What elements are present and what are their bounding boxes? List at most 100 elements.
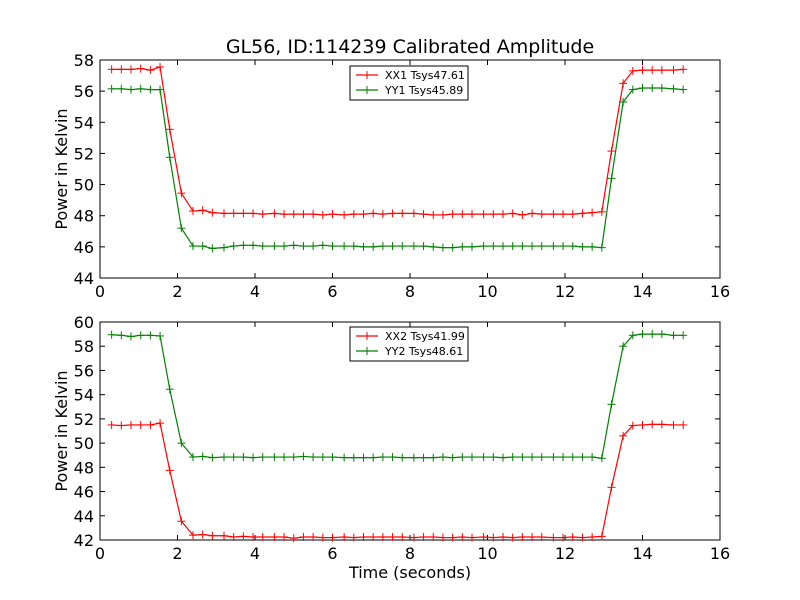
y-tick-label: 50 — [74, 434, 94, 453]
data-point — [198, 452, 207, 461]
data-point — [289, 453, 298, 462]
data-point — [429, 242, 438, 251]
data-point — [578, 453, 587, 462]
data-point — [419, 242, 428, 251]
series-2 — [107, 84, 688, 253]
y-tick-label: 44 — [74, 507, 94, 526]
data-point — [448, 453, 457, 462]
data-point — [146, 85, 155, 94]
data-point — [398, 453, 407, 462]
data-point — [340, 453, 349, 462]
data-point — [299, 242, 308, 251]
data-point — [479, 242, 488, 251]
data-point — [518, 242, 527, 251]
data-point — [289, 241, 298, 250]
data-point — [458, 532, 467, 541]
data-point — [349, 242, 358, 251]
data-point — [349, 533, 358, 542]
data-point — [127, 85, 135, 94]
y-tick-label: 48 — [74, 458, 94, 477]
legend-box — [349, 326, 469, 362]
data-point — [549, 242, 558, 251]
data-point — [528, 242, 537, 251]
y-tick-label: 54 — [74, 113, 94, 132]
data-point — [369, 242, 378, 251]
data-point — [669, 84, 678, 93]
data-point — [537, 210, 546, 219]
x-axis-label: Time (seconds) — [348, 563, 471, 582]
data-point — [419, 453, 428, 462]
data-point — [429, 210, 438, 219]
data-point — [146, 420, 155, 429]
data-point — [489, 453, 498, 462]
data-point — [156, 85, 165, 94]
data-point — [359, 242, 368, 251]
y-tick-label: 56 — [74, 361, 94, 380]
data-point — [479, 453, 488, 462]
x-tick-label: 10 — [477, 282, 497, 301]
data-point — [588, 532, 597, 541]
data-point — [177, 517, 186, 526]
data-point — [249, 241, 258, 250]
data-point — [508, 242, 517, 251]
data-point — [438, 533, 447, 542]
data-point — [249, 532, 258, 541]
data-point — [669, 420, 678, 429]
data-point — [340, 210, 349, 219]
data-point — [189, 531, 197, 540]
data-point — [679, 331, 688, 340]
data-point — [508, 533, 517, 542]
data-point — [578, 209, 587, 218]
data-point — [438, 243, 447, 252]
data-point — [528, 532, 537, 541]
data-point — [648, 84, 657, 93]
data-point — [597, 207, 606, 216]
data-point — [220, 453, 228, 462]
data-point — [657, 330, 666, 339]
data-point — [549, 533, 558, 542]
data-point — [369, 209, 378, 218]
series-2 — [107, 330, 688, 463]
data-point — [156, 419, 165, 428]
series-line — [111, 87, 684, 250]
data-point — [156, 331, 165, 340]
data-point — [249, 209, 258, 218]
series-line — [111, 333, 684, 459]
data-point — [448, 210, 457, 219]
data-point — [270, 453, 279, 462]
data-point — [619, 342, 628, 351]
data-point — [679, 85, 688, 94]
data-point — [537, 242, 546, 251]
data-point — [679, 420, 688, 429]
data-point — [258, 242, 267, 251]
data-point — [208, 531, 217, 540]
data-point — [198, 530, 207, 539]
x-tick-label: 0 — [95, 544, 105, 563]
data-point — [619, 431, 628, 440]
data-point — [249, 453, 258, 462]
y-tick-label: 44 — [74, 269, 94, 288]
data-point — [499, 242, 507, 251]
x-tick-label: 2 — [172, 544, 182, 563]
data-point — [328, 453, 337, 462]
data-point — [458, 453, 467, 462]
data-point — [127, 420, 135, 429]
y-tick-label: 58 — [74, 337, 94, 356]
y-tick-label: 60 — [74, 313, 94, 332]
data-point — [409, 242, 418, 251]
data-point — [280, 210, 289, 219]
data-point — [349, 210, 358, 219]
data-point — [607, 400, 616, 409]
data-point — [378, 210, 387, 219]
legend-item: XX1 Tsys47.61 — [356, 69, 465, 82]
data-point — [549, 453, 558, 462]
data-point — [229, 242, 238, 251]
x-tick-label: 12 — [555, 544, 575, 563]
x-tick-label: 16 — [710, 544, 730, 563]
data-point — [198, 206, 207, 215]
data-point — [239, 532, 248, 541]
data-point — [607, 147, 616, 156]
data-point — [107, 65, 116, 74]
data-point — [499, 453, 507, 462]
